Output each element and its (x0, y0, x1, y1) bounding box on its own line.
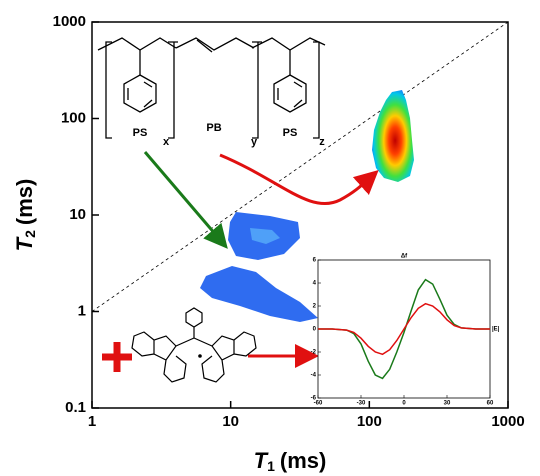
x-tick-label: 10 (222, 413, 239, 430)
plus-sign (102, 342, 132, 372)
axis-symbol: T (254, 448, 269, 473)
block-index: y (251, 136, 258, 148)
y-axis-title: T2 (ms) (12, 179, 38, 252)
block-label: PB (206, 122, 221, 134)
arrow (143, 151, 228, 249)
inset-x-tick-label: 0 (402, 401, 406, 407)
axis-symbol: T (12, 236, 37, 251)
y-tick-label: 0.1 (65, 399, 86, 416)
axis-subscript: 2 (22, 230, 38, 238)
arrow (219, 153, 379, 206)
y-tick-label: 1000 (53, 13, 86, 30)
x-tick-label: 100 (357, 413, 382, 430)
inset-x-tick-label: -60 (314, 401, 323, 407)
blue-contour-core (250, 228, 280, 244)
inset-x-tick-label: 60 (487, 401, 494, 407)
x-tick-label: 1000 (491, 413, 524, 430)
inset-title: Δf (401, 254, 408, 260)
axis-unit: (ms) (12, 179, 37, 225)
reference-line (91, 21, 509, 312)
inset-y-tick-label: -2 (311, 350, 317, 356)
inset-x-tick-label: -30 (357, 401, 366, 407)
inset-curve (318, 278, 490, 380)
inset-y-tick-label: -4 (311, 373, 317, 379)
inset-y-tick-label: 0 (313, 327, 317, 333)
block-index: z (319, 136, 325, 148)
inset-curve (318, 302, 490, 356)
block-label: PS (133, 127, 148, 139)
axis-unit: (ms) (280, 448, 326, 473)
inset-y-label: |E| (492, 327, 500, 333)
polymer-structure (97, 37, 326, 139)
block-label: PS (283, 127, 298, 139)
radical-structure (131, 307, 257, 383)
inset-y-tick-label: -6 (311, 396, 317, 402)
inset-y-tick-label: 4 (313, 281, 317, 287)
inset-y-tick-label: 2 (313, 304, 317, 310)
y-tick-label: 10 (69, 206, 86, 223)
structure-labels: PS x PB y PS z (133, 122, 326, 148)
inset-x-tick-label: 30 (444, 401, 451, 407)
inset-y-tick-label: 6 (313, 258, 317, 264)
axis-subscript: 1 (267, 458, 275, 474)
y-tick-label: 100 (61, 109, 86, 126)
inset-plot: Δf |E| -60 -30 0 30 60 -6 -4 -2 0 2 4 6 (311, 254, 500, 407)
block-index: x (163, 136, 170, 148)
blue-contour (200, 266, 318, 322)
x-tick-label: 1 (88, 413, 96, 430)
y-tick-label: 1 (78, 302, 86, 319)
x-axis-title: T1 (ms) (254, 448, 327, 474)
hot-contour (372, 90, 414, 182)
